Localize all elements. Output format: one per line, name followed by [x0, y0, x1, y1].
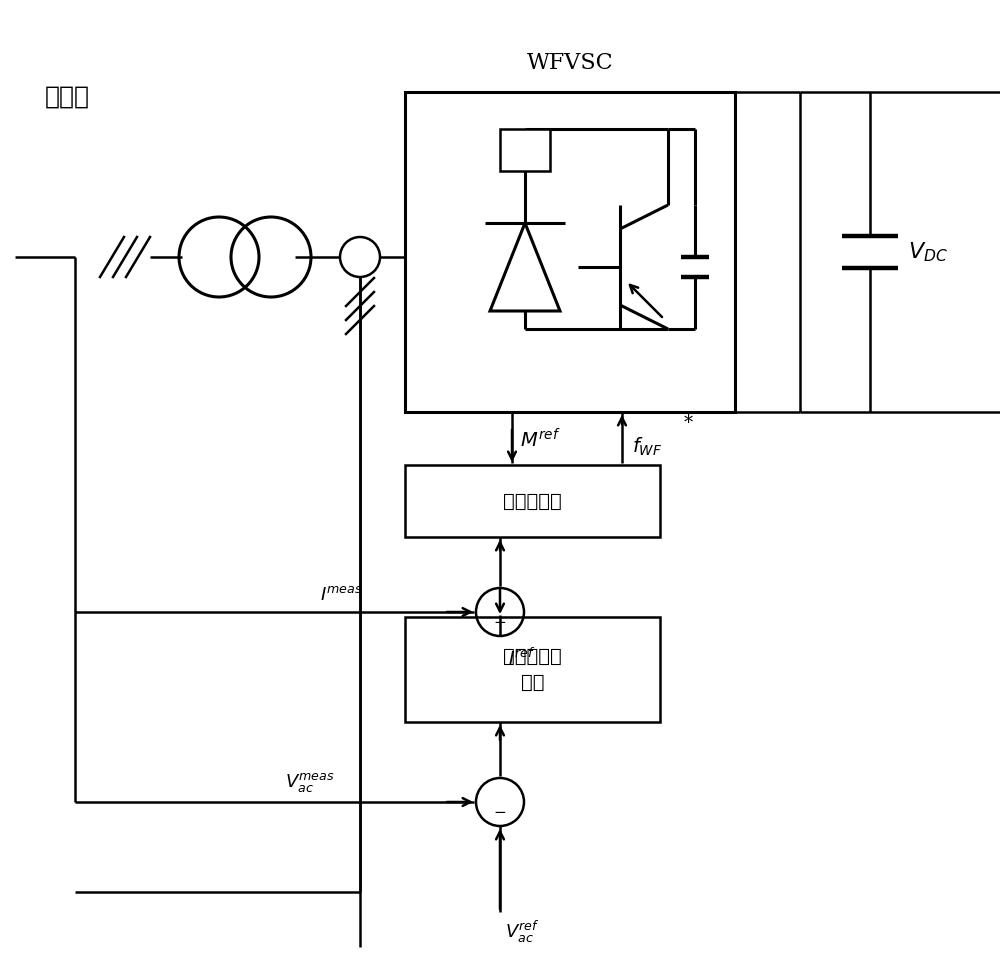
Bar: [405, 617, 660, 722]
Text: $-$: $-$: [493, 614, 507, 628]
Text: $V_{ac}^{ref}$: $V_{ac}^{ref}$: [505, 919, 540, 945]
Bar: [500, 129, 550, 171]
Text: $-$: $-$: [493, 804, 507, 818]
Text: $V_{ac}^{meas}$: $V_{ac}^{meas}$: [285, 771, 335, 794]
Text: $M^{ref}$: $M^{ref}$: [520, 428, 561, 452]
Text: $f_{WF}$: $f_{WF}$: [632, 436, 662, 458]
Text: $I^{ref}$: $I^{ref}$: [508, 647, 536, 668]
Text: $I^{meas}$: $I^{meas}$: [320, 586, 363, 604]
Bar: [405, 92, 735, 412]
Text: 风电场: 风电场: [45, 85, 90, 109]
Text: $V_{DC}$: $V_{DC}$: [908, 240, 948, 264]
Bar: [405, 465, 660, 537]
Text: 电流控制器: 电流控制器: [503, 491, 562, 511]
Text: 交流电压控
制器: 交流电压控 制器: [503, 647, 562, 692]
Text: *: *: [684, 414, 693, 432]
Text: WFVSC: WFVSC: [527, 52, 613, 74]
